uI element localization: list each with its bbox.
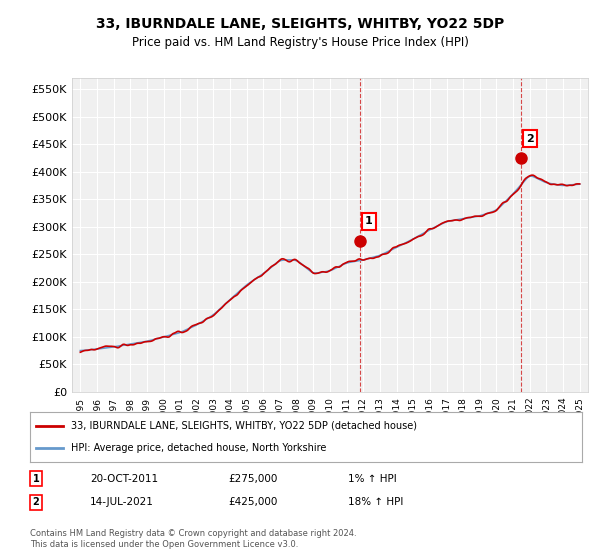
Text: 33, IBURNDALE LANE, SLEIGHTS, WHITBY, YO22 5DP (detached house): 33, IBURNDALE LANE, SLEIGHTS, WHITBY, YO… [71, 421, 418, 431]
Text: 20-OCT-2011: 20-OCT-2011 [90, 474, 158, 484]
Text: £275,000: £275,000 [228, 474, 277, 484]
Text: 2: 2 [32, 497, 40, 507]
Text: 1: 1 [365, 216, 373, 226]
Text: HPI: Average price, detached house, North Yorkshire: HPI: Average price, detached house, Nort… [71, 443, 327, 453]
Text: Price paid vs. HM Land Registry's House Price Index (HPI): Price paid vs. HM Land Registry's House … [131, 36, 469, 49]
Text: 1: 1 [32, 474, 40, 484]
Text: 33, IBURNDALE LANE, SLEIGHTS, WHITBY, YO22 5DP: 33, IBURNDALE LANE, SLEIGHTS, WHITBY, YO… [96, 17, 504, 31]
Text: 14-JUL-2021: 14-JUL-2021 [90, 497, 154, 507]
Text: £425,000: £425,000 [228, 497, 277, 507]
Text: Contains HM Land Registry data © Crown copyright and database right 2024.
This d: Contains HM Land Registry data © Crown c… [30, 529, 356, 549]
Text: 1% ↑ HPI: 1% ↑ HPI [348, 474, 397, 484]
Text: 18% ↑ HPI: 18% ↑ HPI [348, 497, 403, 507]
Text: 2: 2 [526, 134, 534, 144]
